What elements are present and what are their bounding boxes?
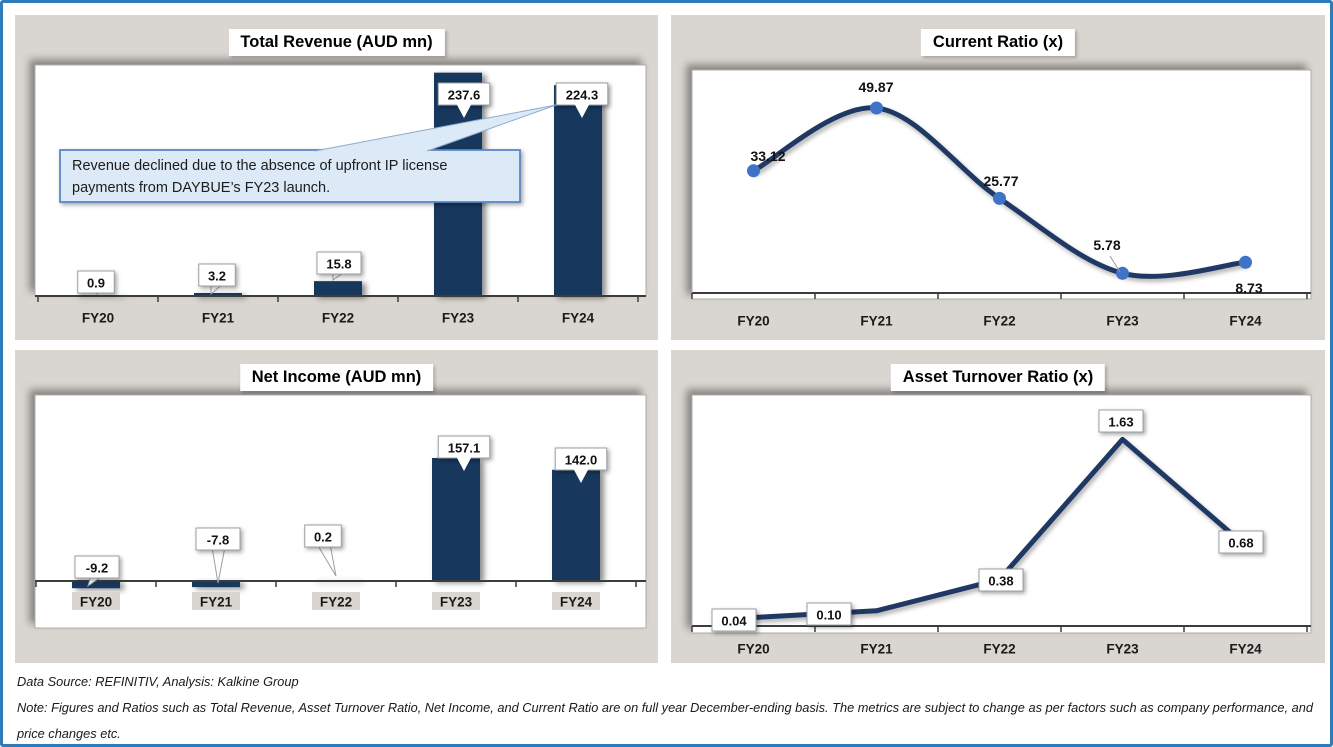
x-axis-label-bg bbox=[312, 592, 360, 610]
panel-asset-turnover: FY20 FY21 FY22 FY23 FY24 0.04 0.10 0.38 1.63 0.68… bbox=[671, 350, 1325, 663]
x-axis-label: FY23 bbox=[440, 595, 473, 610]
data-label: 8.73 bbox=[1235, 280, 1262, 296]
x-axis-label: FY24 bbox=[1229, 314, 1262, 329]
data-label: 0.2 bbox=[314, 530, 332, 545]
annotation-text: payments from DAYBUE’s FY23 launch. bbox=[72, 180, 330, 196]
x-axis-label: FY20 bbox=[737, 314, 769, 329]
data-label: 0.04 bbox=[721, 614, 747, 629]
data-label-box bbox=[304, 524, 342, 548]
x-axis-label-bg bbox=[72, 592, 120, 610]
x-axis-label-bg bbox=[192, 592, 240, 610]
x-axis-label: FY22 bbox=[983, 642, 1015, 657]
data-label-box bbox=[74, 555, 120, 579]
data-label: 224.3 bbox=[566, 88, 599, 103]
data-label: 0.38 bbox=[988, 574, 1013, 589]
chart-title-total-revenue: Total Revenue (AUD mn) bbox=[228, 29, 445, 56]
bar-FY21 bbox=[192, 581, 240, 588]
x-axis-label-bg bbox=[432, 592, 480, 610]
label-tail bbox=[456, 456, 472, 471]
x-axis-label: FY20 bbox=[82, 311, 114, 326]
x-axis-label: FY22 bbox=[320, 595, 352, 610]
asset-turnover-chart: FY20 FY21 FY22 FY23 FY24 0.04 0.10 0.38 1.63 0.68 bbox=[691, 394, 1312, 657]
data-label: 0.9 bbox=[87, 276, 105, 291]
plot-area bbox=[691, 394, 1312, 634]
x-axis-label-bg bbox=[552, 592, 600, 610]
data-label: 0.10 bbox=[816, 608, 841, 623]
bar-FY24 bbox=[554, 85, 602, 297]
data-label-box bbox=[198, 263, 236, 287]
data-label: 237.6 bbox=[448, 88, 481, 103]
panel-current-ratio: FY20 FY21 FY22 FY23 FY24 33.12 49.87 25.77 5.78 8… bbox=[671, 15, 1325, 340]
disclaimer-note: Note: Figures and Ratios such as Total R… bbox=[17, 700, 1313, 741]
label-leader-line bbox=[1109, 255, 1121, 273]
label-tail bbox=[573, 468, 589, 483]
data-label: -9.2 bbox=[86, 561, 108, 576]
data-label: 49.87 bbox=[858, 79, 893, 95]
panel-net-income: FY20 FY21 FY22 FY23 FY24 -9.2 -7.8 0.2 157.1 142.… bbox=[15, 350, 658, 663]
x-axis-label: FY24 bbox=[562, 311, 595, 326]
marker-FY24 bbox=[1239, 255, 1252, 269]
bar-FY21 bbox=[194, 292, 242, 296]
data-label: 157.1 bbox=[448, 441, 481, 456]
data-label: 142.0 bbox=[565, 453, 598, 468]
marker-FY21 bbox=[870, 101, 883, 115]
x-axis-label: FY23 bbox=[1106, 642, 1139, 657]
x-axis-label: FY20 bbox=[737, 642, 769, 657]
data-label: 5.78 bbox=[1093, 237, 1120, 253]
chart-title-net-income: Net Income (AUD mn) bbox=[239, 364, 434, 391]
chart-title-current-ratio: Current Ratio (x) bbox=[920, 29, 1076, 56]
bar-FY22 bbox=[314, 281, 362, 296]
bar-FY20 bbox=[72, 581, 120, 589]
plot-area bbox=[34, 394, 647, 629]
panel-total-revenue: FY20 FY21 FY22 FY23 FY24 Revenue declined due… bbox=[15, 15, 658, 340]
footer: Data Source: REFINITIV, Analysis: Kalkin… bbox=[17, 669, 1322, 744]
current-ratio-chart: FY20 FY21 FY22 FY23 FY24 33.12 49.87 25.77 5.78 8… bbox=[691, 69, 1312, 329]
plot-area bbox=[691, 69, 1312, 300]
data-label-box bbox=[978, 568, 1024, 592]
data-source-line: Data Source: REFINITIV, Analysis: Kalkin… bbox=[17, 674, 299, 689]
marker-FY20 bbox=[747, 164, 760, 178]
data-label-box bbox=[806, 602, 852, 626]
x-axis-label: FY24 bbox=[560, 595, 593, 610]
bar-FY23 bbox=[432, 457, 480, 581]
data-label: 15.8 bbox=[326, 257, 351, 272]
data-label-box bbox=[316, 251, 362, 275]
x-axis-label: FY23 bbox=[1106, 314, 1139, 329]
bar-FY24 bbox=[552, 469, 600, 581]
x-axis-label: FY22 bbox=[983, 314, 1015, 329]
annotation-text: Revenue declined due to the absence of u… bbox=[72, 158, 447, 174]
data-label: -7.8 bbox=[207, 533, 229, 548]
label-tail bbox=[456, 103, 472, 118]
data-label: 3.2 bbox=[208, 269, 226, 284]
data-label: 33.12 bbox=[750, 148, 785, 164]
annotation-box bbox=[59, 149, 521, 203]
data-label-box bbox=[711, 608, 757, 632]
data-label: 1.63 bbox=[1108, 415, 1133, 430]
x-axis-label: FY24 bbox=[1229, 642, 1262, 657]
net-income-chart: FY20 FY21 FY22 FY23 FY24 -9.2 -7.8 0.2 157.1 142.… bbox=[34, 394, 647, 629]
total-revenue-chart: FY20 FY21 FY22 FY23 FY24 Revenue declined due… bbox=[34, 64, 647, 326]
data-label: 25.77 bbox=[983, 173, 1018, 189]
data-label-box bbox=[1218, 530, 1264, 554]
x-axis-label: FY21 bbox=[202, 311, 235, 326]
x-axis-label: FY20 bbox=[80, 595, 112, 610]
x-axis-label: FY21 bbox=[860, 314, 893, 329]
label-tail bbox=[574, 103, 590, 118]
data-label-box bbox=[77, 270, 115, 294]
x-axis-label: FY22 bbox=[322, 311, 354, 326]
x-axis-label: FY21 bbox=[860, 642, 893, 657]
data-label-box bbox=[195, 527, 241, 551]
marker-FY22 bbox=[993, 191, 1006, 205]
data-label: 0.68 bbox=[1228, 536, 1253, 551]
data-label-box bbox=[1098, 409, 1144, 433]
chart-title-asset-turnover: Asset Turnover Ratio (x) bbox=[890, 364, 1106, 391]
x-axis-label: FY21 bbox=[200, 595, 233, 610]
x-axis-label: FY23 bbox=[442, 311, 475, 326]
